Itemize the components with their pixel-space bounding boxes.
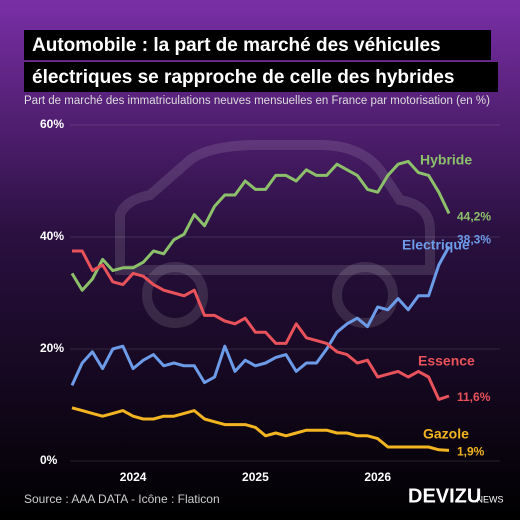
title-box (24, 62, 498, 92)
chart-title: Automobile : la part de marché des véhic… (32, 35, 441, 56)
source: Source : AAA DATA - Icône : Flaticon (24, 492, 220, 506)
brand: DEVIZU (408, 485, 481, 507)
value-label: 11,6% (457, 390, 491, 404)
value-label: 38,3% (457, 233, 491, 247)
value-label: 44,2% (457, 210, 491, 224)
series-label: Gazole (423, 426, 469, 442)
x-tick-label: 2025 (242, 470, 269, 484)
series-line (70, 159, 451, 292)
x-tick-label: 2024 (120, 470, 147, 484)
y-tick-label: 20% (40, 341, 64, 355)
series-label: Electrique (402, 237, 470, 253)
chart-title: électriques se rapproche de celle des hy… (32, 67, 454, 88)
series-line (72, 249, 450, 401)
series-label: Hybride (420, 152, 472, 168)
y-tick-label: 60% (40, 117, 64, 131)
y-tick-label: 0% (40, 453, 58, 467)
y-tick-label: 40% (40, 229, 64, 243)
brand-suffix: .NEWS (474, 494, 504, 504)
series-line (71, 406, 450, 452)
x-tick-label: 2026 (364, 470, 391, 484)
series-line (70, 245, 451, 387)
subtitle: Part de marché des immatriculations neuv… (24, 95, 490, 107)
title-box (24, 30, 491, 60)
series-label: Essence (418, 353, 475, 369)
value-label: 1,9% (457, 445, 485, 459)
